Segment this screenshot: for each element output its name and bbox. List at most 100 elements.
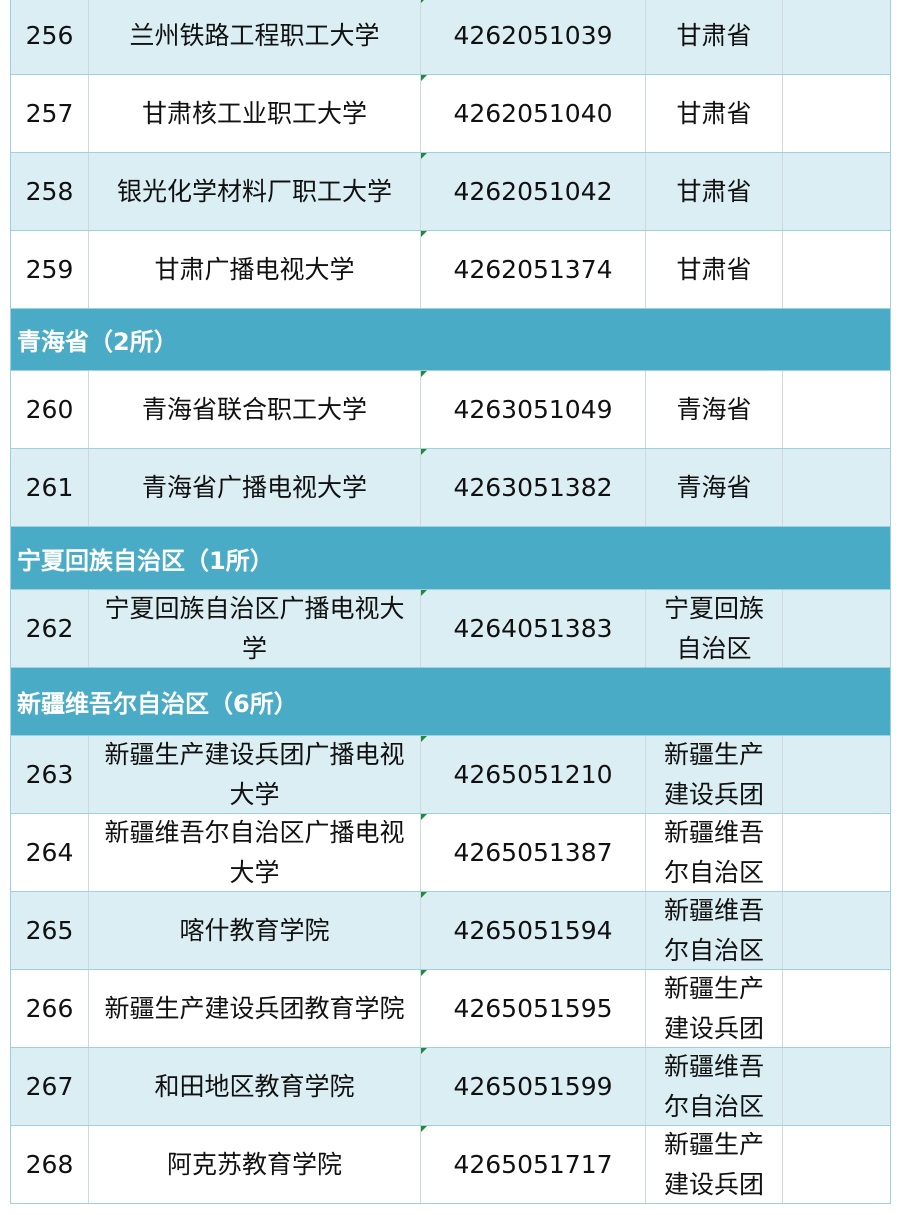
remarks-cell [783,892,890,969]
institution-code-cell: 4265051594 [421,892,646,969]
institution-code-cell: 4262051039 [421,0,646,74]
institution-name-cell-text: 新疆生产建设兵团教育学院 [104,993,405,1023]
serial-number-cell-text: 261 [25,472,74,502]
institution-code-cell-text: 4265051599 [453,1071,613,1101]
institution-name-cell: 兰州铁路工程职工大学 [89,0,421,74]
cell-comment-marker-icon [421,1126,427,1132]
institution-code-cell: 4265051210 [421,736,646,813]
serial-number-cell-text: 259 [25,254,74,284]
serial-number-cell-text: 258 [25,176,74,206]
remarks-cell [783,449,890,526]
province-cell-text: 甘肃省 [676,20,752,50]
institution-code-cell: 4265051599 [421,1048,646,1125]
province-cell: 青海省 [646,449,783,526]
serial-number-cell-text: 256 [25,20,74,50]
institution-code-cell-text: 4264051383 [453,613,613,643]
province-cell: 新疆维吾尔自治区 [646,892,783,969]
institution-name-cell-text: 新疆生产建设兵团广播电视大学 [104,739,405,809]
institution-code-cell: 4265051387 [421,814,646,891]
table-row: 261 青海省广播电视大学 4263051382 青海省 [11,449,890,527]
serial-number-cell-text: 267 [25,1071,74,1101]
institution-code-cell-text: 4265051594 [453,915,613,945]
province-cell: 甘肃省 [646,153,783,230]
institution-name-cell-text: 兰州铁路工程职工大学 [129,20,380,50]
table-row: 263 新疆生产建设兵团广播电视大学 4265051210 新疆生产建设兵团 [11,736,890,814]
institution-name-cell: 喀什教育学院 [89,892,421,969]
institution-code-cell: 4262051040 [421,75,646,152]
group-title: 青海省（2所） [17,328,178,356]
institution-name-cell: 新疆生产建设兵团教育学院 [89,970,421,1047]
cell-comment-marker-icon [421,231,427,237]
serial-number-cell: 264 [11,814,89,891]
institution-code-cell-text: 4263051049 [453,394,613,424]
remarks-cell [783,1048,890,1125]
province-cell: 宁夏回族自治区 [646,590,783,667]
remarks-cell [783,231,890,308]
institution-code-cell: 4263051049 [421,371,646,448]
institution-name-cell: 宁夏回族自治区广播电视大学 [89,590,421,667]
table-row: 264 新疆维吾尔自治区广播电视大学 4265051387 新疆维吾尔自治区 [11,814,890,892]
institution-table: 256 兰州铁路工程职工大学 4262051039 甘肃省 257 甘肃核工业职工大学 42… [10,0,891,1204]
cell-comment-marker-icon [421,970,427,976]
cell-comment-marker-icon [421,814,427,820]
remarks-cell [783,814,890,891]
remarks-cell [783,0,890,74]
serial-number-cell: 257 [11,75,89,152]
serial-number-cell: 258 [11,153,89,230]
cell-comment-marker-icon [421,371,427,377]
province-cell-text: 宁夏回族自治区 [663,593,764,663]
province-cell-text: 新疆生产建设兵团 [663,1129,764,1199]
province-cell: 新疆维吾尔自治区 [646,1048,783,1125]
cell-comment-marker-icon [421,1048,427,1054]
serial-number-cell-text: 266 [25,993,74,1023]
institution-name-cell-text: 和田地区教育学院 [154,1071,355,1101]
serial-number-cell-text: 265 [25,915,74,945]
institution-name-cell: 青海省广播电视大学 [89,449,421,526]
institution-name-cell-text: 青海省联合职工大学 [141,394,367,424]
institution-name-cell-text: 宁夏回族自治区广播电视大学 [104,593,405,663]
institution-code-cell: 4264051383 [421,590,646,667]
province-cell-text: 甘肃省 [676,98,752,128]
serial-number-cell: 261 [11,449,89,526]
institution-name-cell-text: 喀什教育学院 [179,915,330,945]
serial-number-cell: 259 [11,231,89,308]
province-cell: 新疆生产建设兵团 [646,736,783,813]
province-cell: 新疆生产建设兵团 [646,1126,783,1203]
remarks-cell [783,1126,890,1203]
remarks-cell [783,371,890,448]
table-row: 259 甘肃广播电视大学 4262051374 甘肃省 [11,231,890,309]
institution-code-cell: 4265051717 [421,1126,646,1203]
province-cell-text: 青海省 [676,394,752,424]
institution-name-cell-text: 阿克苏教育学院 [166,1149,342,1179]
serial-number-cell: 267 [11,1048,89,1125]
institution-name-cell: 甘肃核工业职工大学 [89,75,421,152]
province-cell-text: 甘肃省 [676,254,752,284]
remarks-cell [783,736,890,813]
province-cell-text: 新疆生产建设兵团 [663,973,764,1043]
serial-number-cell-text: 264 [25,837,74,867]
institution-code-cell-text: 4262051039 [453,20,613,50]
institution-code-cell-text: 4262051042 [453,176,613,206]
province-cell-text: 青海省 [676,472,752,502]
institution-code-cell-text: 4265051717 [453,1149,613,1179]
cell-comment-marker-icon [421,736,427,742]
serial-number-cell: 260 [11,371,89,448]
remarks-cell [783,75,890,152]
province-cell: 青海省 [646,371,783,448]
serial-number-cell: 263 [11,736,89,813]
table-row: 258 银光化学材料厂职工大学 4262051042 甘肃省 [11,153,890,231]
serial-number-cell: 262 [11,590,89,667]
serial-number-cell: 265 [11,892,89,969]
serial-number-cell-text: 263 [25,759,74,789]
province-cell: 甘肃省 [646,75,783,152]
institution-code-cell: 4262051374 [421,231,646,308]
institution-name-cell: 银光化学材料厂职工大学 [89,153,421,230]
institution-name-cell: 阿克苏教育学院 [89,1126,421,1203]
cell-comment-marker-icon [421,153,427,159]
table-row: 262 宁夏回族自治区广播电视大学 4264051383 宁夏回族自治区 [11,590,890,668]
institution-code-cell: 4263051382 [421,449,646,526]
province-cell-text: 新疆生产建设兵团 [663,739,764,809]
group-title: 新疆维吾尔自治区（6所） [17,690,298,718]
table-row: 265 喀什教育学院 4265051594 新疆维吾尔自治区 [11,892,890,970]
cell-comment-marker-icon [421,75,427,81]
